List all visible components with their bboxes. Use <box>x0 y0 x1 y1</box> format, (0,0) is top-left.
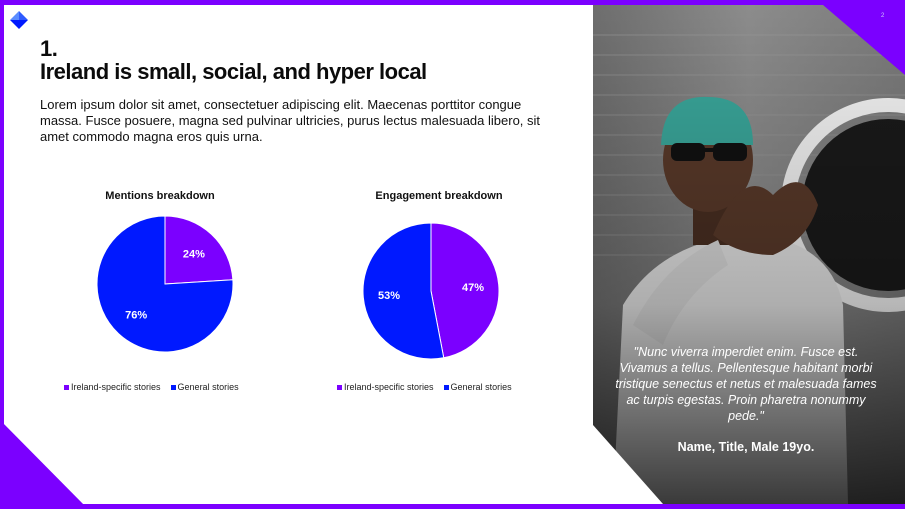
legend-item: Ireland-specific stories <box>337 382 434 392</box>
testimonial-quote: "Nunc viverra imperdiet enim. Fusce est.… <box>615 345 877 423</box>
engagement-legend: Ireland-specific stories General stories <box>337 382 512 392</box>
pie-slice <box>164 215 234 285</box>
brand-logo <box>10 11 28 29</box>
engagement-chart-title: Engagement breakdown <box>375 190 503 202</box>
body-paragraph: Lorem ipsum dolor sit amet, consectetuer… <box>40 97 541 144</box>
legend-item: General stories <box>170 382 239 392</box>
legend-swatch <box>337 384 342 390</box>
page-number: 2 <box>881 13 885 19</box>
mentions-pie-chart: 24% 76% <box>96 215 234 353</box>
mentions-chart-title: Mentions breakdown <box>105 190 215 202</box>
pie-data-label: 76% <box>125 310 147 322</box>
portrait-photo <box>593 5 905 504</box>
legend-item: General stories <box>443 382 512 392</box>
legend-label: General stories <box>450 382 512 392</box>
legend-label: Ireland-specific stories <box>344 382 434 392</box>
pie-data-label: 24% <box>183 248 205 260</box>
pie-slice <box>362 222 445 360</box>
heading-number: 1. <box>40 36 58 61</box>
pie-data-label: 53% <box>378 290 400 302</box>
page-title: Ireland is small, social, and hyper loca… <box>40 59 427 84</box>
engagement-pie-chart: 47% 53% <box>362 222 500 360</box>
legend-label: Ireland-specific stories <box>71 382 161 392</box>
pie-slice <box>430 222 500 359</box>
legend-swatch <box>170 384 176 390</box>
testimonial-attribution: Name, Title, Male 19yo. <box>677 440 815 454</box>
legend-swatch <box>64 384 69 390</box>
pie-slice <box>96 215 234 353</box>
legend-item: Ireland-specific stories <box>64 382 161 392</box>
legend-swatch <box>443 384 449 390</box>
legend-label: General stories <box>177 382 239 392</box>
mentions-legend: Ireland-specific stories General stories <box>64 382 239 392</box>
pie-data-label: 47% <box>462 282 484 294</box>
